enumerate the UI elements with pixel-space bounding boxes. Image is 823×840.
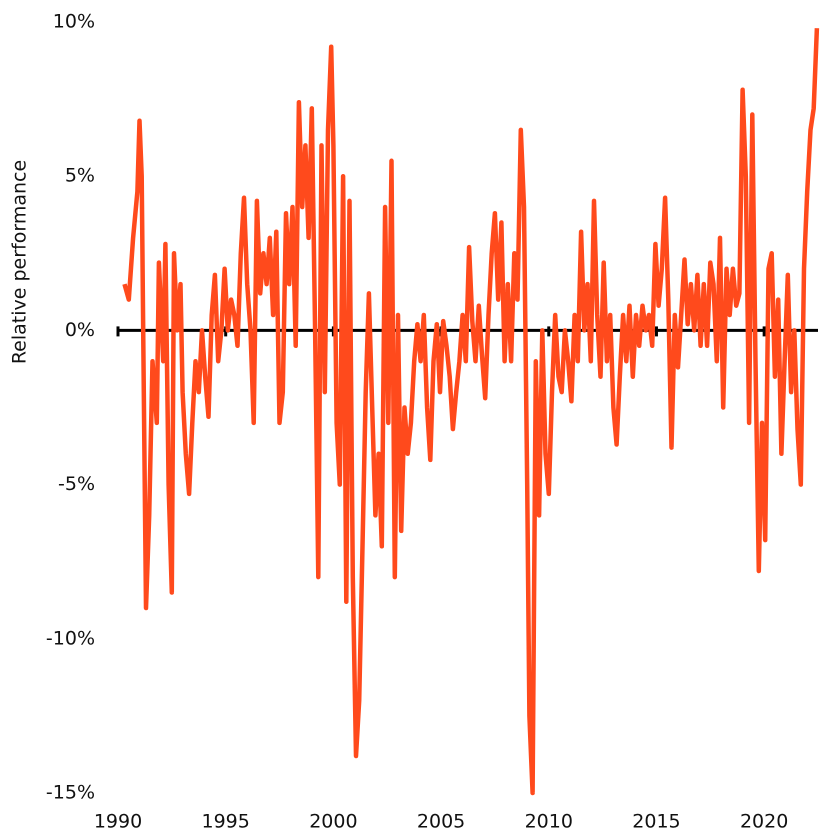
x-tick-label: 2005	[417, 811, 465, 833]
y-tick-label: 0%	[65, 319, 95, 341]
x-tick-label: 1995	[202, 811, 250, 833]
y-axis-label: Relative performance	[9, 160, 31, 364]
x-tick-label: 2020	[740, 811, 788, 833]
x-tick-label: 1990	[94, 811, 142, 833]
x-tick-label: 2000	[309, 811, 357, 833]
y-tick-label: 10%	[53, 11, 95, 33]
y-tick-label: -10%	[46, 627, 95, 649]
line	[122, 28, 820, 796]
y-tick-label: 5%	[65, 165, 95, 187]
x-tick-label: 2015	[632, 811, 680, 833]
y-tick-label: -15%	[46, 782, 95, 804]
y-tick-label: -5%	[58, 473, 95, 495]
x-tick-label: 2010	[525, 811, 573, 833]
